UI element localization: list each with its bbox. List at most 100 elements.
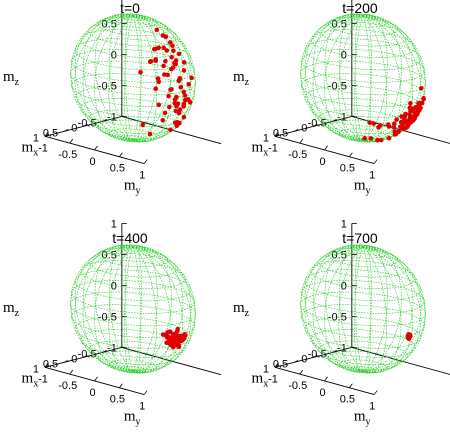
latitude-line [310, 98, 416, 127]
data-point [371, 121, 376, 126]
longitude-line [109, 13, 134, 141]
data-point [173, 343, 179, 348]
data-point [186, 82, 191, 87]
data-point [173, 61, 178, 67]
latitude-line [304, 38, 422, 71]
x-tick-label: -0.5 [308, 117, 327, 129]
x-tick [294, 128, 299, 132]
base-edge [274, 116, 352, 137]
y-tick [299, 369, 304, 375]
longitude-line [324, 244, 364, 372]
y-tick-label: 0 [319, 387, 325, 399]
y-tick-label: 1 [139, 401, 145, 413]
longitude-line [324, 246, 364, 373]
z-tick-label: 0 [341, 280, 347, 292]
data-point [171, 48, 176, 53]
data-point [152, 46, 157, 52]
sphere-wireframe [299, 244, 427, 374]
y-tick-label: 0 [319, 156, 325, 168]
data-point [412, 114, 418, 119]
latitude-line [88, 340, 178, 366]
data-point [386, 122, 391, 127]
longitude-line [362, 15, 422, 141]
longitude-line [108, 246, 134, 373]
longitude-line [362, 14, 388, 141]
x-tick-label: 0.5 [43, 127, 58, 139]
data-series [160, 326, 188, 350]
longitude-line [132, 15, 157, 143]
data-point [378, 137, 384, 143]
sphere-wireframe [299, 13, 427, 143]
data-point [163, 58, 168, 64]
data-point [161, 63, 166, 69]
latitude-line [74, 38, 192, 71]
z-tick-label: -0.5 [98, 80, 117, 92]
longitude-line [70, 15, 134, 141]
x-tick [102, 119, 107, 122]
data-point [173, 58, 179, 63]
x-tick [64, 128, 69, 132]
longitude-line [362, 246, 372, 374]
longitude-line [313, 14, 364, 141]
longitude-line [70, 246, 134, 372]
y-tick [69, 138, 74, 144]
data-point [406, 118, 412, 124]
y-tick [143, 159, 148, 164]
y-tick-label: -1 [268, 373, 278, 385]
x-tick [83, 124, 88, 127]
data-point [182, 93, 188, 98]
x-tick-label: 0.5 [273, 358, 288, 370]
latitude-line [304, 316, 422, 349]
panel-title: t=700 [342, 230, 378, 246]
z-tick-label: -0.5 [98, 311, 117, 323]
longitude-line [362, 14, 402, 141]
longitude-line [362, 15, 414, 141]
longitude-line [132, 14, 158, 141]
longitude-line [362, 246, 426, 372]
panel-title: t=200 [342, 0, 378, 16]
x-tick-label: 0.5 [43, 358, 58, 370]
z-tick-label: -0.5 [328, 80, 347, 92]
data-point [147, 59, 153, 64]
x-tick [274, 133, 280, 137]
latitude-line [327, 247, 399, 268]
data-point [392, 132, 398, 137]
data-point [407, 112, 412, 117]
x-tick [294, 359, 299, 363]
latitude-line [97, 16, 169, 37]
data-point [169, 54, 174, 60]
data-point [162, 110, 168, 116]
data-point [175, 339, 181, 345]
data-point [154, 27, 160, 33]
y-tick-label: -1 [38, 373, 48, 385]
data-point [367, 120, 373, 125]
data-point [394, 117, 399, 122]
data-point [165, 330, 170, 336]
x-tick-label: 1 [263, 132, 269, 144]
panel-t400: t=400 10.50-0.5-1-1-0.500.51-0.500.51mzm… [3, 218, 222, 427]
data-point [411, 106, 416, 111]
longitude-line [132, 15, 172, 143]
data-point [169, 336, 175, 342]
data-point [169, 87, 174, 92]
data-point [175, 101, 181, 107]
y-tick [373, 159, 378, 164]
latitude-line [88, 109, 178, 135]
data-point [176, 78, 182, 84]
longitude-line [132, 246, 157, 374]
longitude-line [304, 14, 364, 141]
z-tick-label: 0 [341, 49, 347, 61]
longitude-line [74, 246, 134, 372]
longitude-line [109, 244, 134, 372]
data-point [181, 114, 187, 120]
longitude-line [362, 246, 426, 372]
y-tick [373, 390, 378, 395]
x-tick [332, 350, 337, 353]
longitude-line [362, 246, 414, 372]
data-point [161, 45, 166, 50]
longitude-line [338, 246, 364, 373]
longitude-line [132, 15, 142, 143]
data-point [386, 135, 392, 141]
